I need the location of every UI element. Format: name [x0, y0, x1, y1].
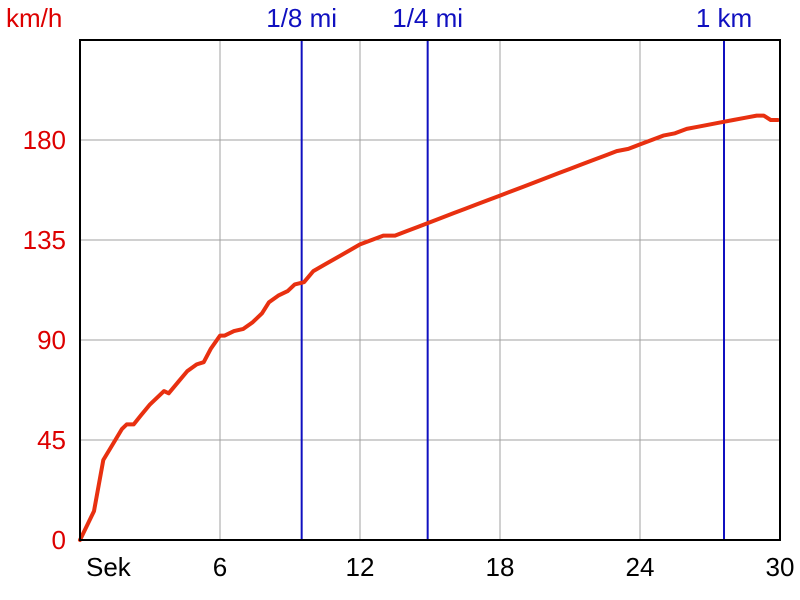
x-tick-label: 18	[486, 552, 515, 582]
marker-label: 1 km	[696, 3, 752, 33]
x-axis-label: Sek	[86, 552, 132, 582]
y-tick-label: 135	[23, 225, 66, 255]
marker-label: 1/4 mi	[392, 3, 463, 33]
marker-label: 1/8 mi	[266, 3, 337, 33]
plot-frame	[79, 39, 781, 541]
x-tick-label: 30	[766, 552, 795, 582]
y-tick-label: 45	[37, 425, 66, 455]
y-axis-label: km/h	[6, 3, 62, 33]
y-axis: 0 45 90 135 180	[23, 125, 66, 555]
x-tick-label: 6	[213, 552, 227, 582]
series-line	[78, 113, 780, 542]
y-tick-label: 90	[37, 325, 66, 355]
plot-background	[80, 40, 780, 540]
y-tick-label: 180	[23, 125, 66, 155]
x-tick-label: 12	[346, 552, 375, 582]
grid-lines	[80, 40, 780, 540]
x-tick-label: 24	[626, 552, 655, 582]
distance-markers: 1/8 mi 1/4 mi 1 km	[266, 3, 752, 540]
y-tick-label: 0	[52, 525, 66, 555]
x-axis: 6 12 18 24 30	[213, 552, 795, 582]
